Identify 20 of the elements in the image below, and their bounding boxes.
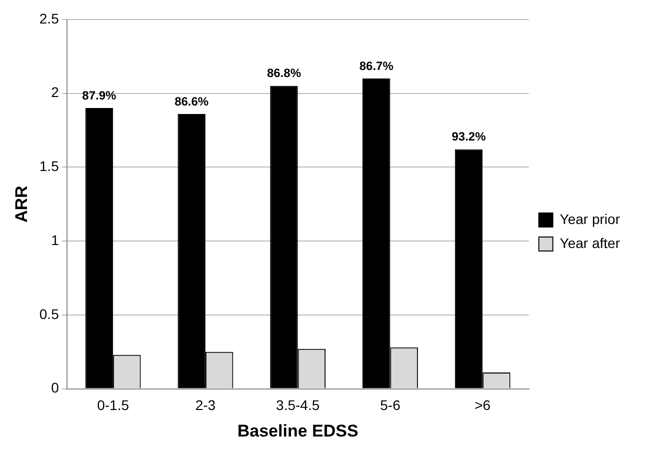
annotation: 86.6%: [174, 94, 209, 108]
y-tick-label: 0.5: [39, 306, 60, 322]
annotation: 93.2%: [452, 130, 486, 144]
x-tick-label: 0-1.5: [97, 397, 130, 414]
x-tick-label: 3.5-4.5: [276, 397, 320, 414]
y-tick-label: 0: [51, 380, 60, 396]
annotation: 86.7%: [359, 58, 394, 73]
y-tick-label: 2.5: [39, 10, 60, 26]
x-axis-title: Baseline EDSS: [237, 421, 358, 440]
legend-label: Year after: [560, 234, 620, 251]
y-axis-title: ARR: [12, 186, 31, 223]
y-tick-label: 1: [51, 232, 60, 248]
y-tick-label: 1.5: [39, 158, 60, 174]
x-tick-label: 2-3: [195, 397, 216, 414]
annotation: 87.9%: [82, 88, 117, 102]
y-tick-label: 2: [51, 84, 60, 100]
legend-label: Year prior: [560, 210, 620, 227]
x-tick-label: >6: [474, 397, 491, 414]
x-tick-label: 5-6: [380, 397, 401, 414]
annotation: 86.8%: [266, 66, 302, 80]
